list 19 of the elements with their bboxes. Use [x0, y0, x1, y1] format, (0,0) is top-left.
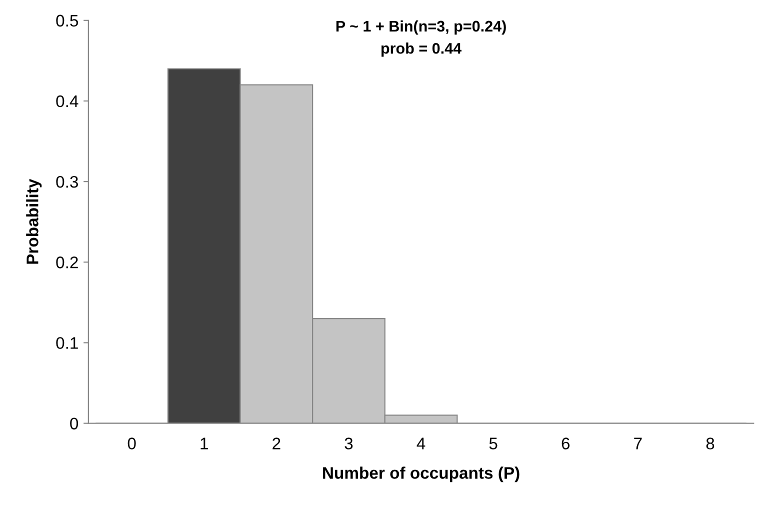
y-tick-label: 0 [70, 418, 78, 430]
y-tick-label: 0.1 [56, 337, 78, 349]
y-tick-label: 0.3 [56, 176, 78, 188]
x-tick-label: 4 [416, 438, 426, 450]
y-axis-title: Probability [26, 178, 42, 264]
text: prob = 0.44 [381, 42, 462, 57]
x-tick-label: 8 [706, 438, 714, 450]
x-axis-title: Number of occupants (P) [323, 466, 520, 482]
y-tick-label: 0.5 [56, 14, 78, 27]
y-tick-label: 0.2 [56, 256, 78, 268]
x-tick-label: 1 [200, 438, 208, 450]
x-tick-label: 5 [489, 438, 498, 450]
y-tick-label: 0.4 [56, 95, 78, 108]
x-tick-label: 2 [272, 438, 280, 450]
x-tick-label: 0 [128, 438, 136, 450]
x-tick-label: 3 [344, 438, 353, 450]
x-tick-label: 6 [562, 438, 570, 450]
chart-title: P ~ 1 + Bin(n=3, p=0.24) [336, 20, 506, 35]
x-tick-label: 7 [634, 438, 642, 450]
